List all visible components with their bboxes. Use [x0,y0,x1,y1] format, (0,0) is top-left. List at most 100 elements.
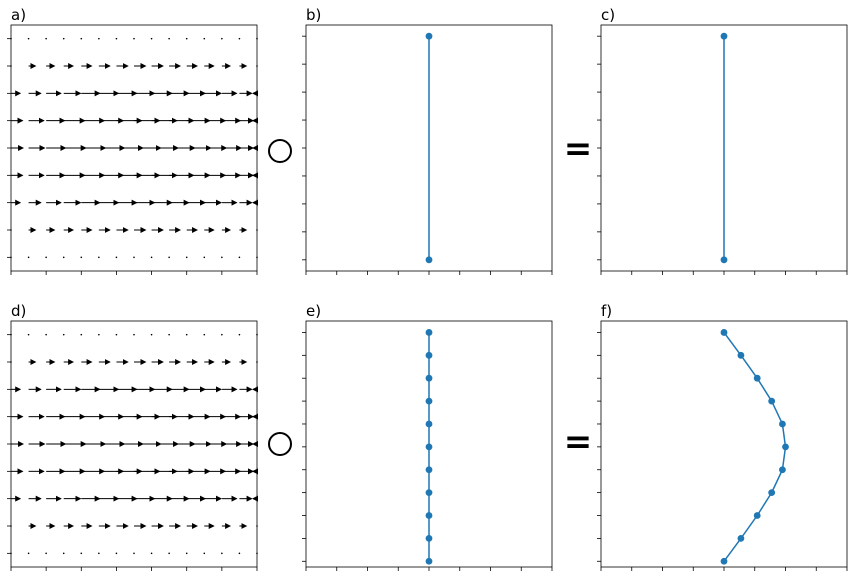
vector-dot-d-8-2 [45,333,47,336]
vector-dot-d-0-14 [256,552,258,555]
vector-dot-d-0-3 [62,552,65,555]
vector-dot-a-8-0 [10,37,12,40]
data-point-e-3 [425,489,433,497]
vector-dot-a-0-3 [62,256,65,259]
data-point-f-5 [782,443,789,451]
vector-dot-d-0-9 [168,552,170,555]
vector-dot-d-8-7 [133,333,135,336]
vector-dot-d-8-10 [185,333,188,336]
vector-dot-a-1-14 [256,229,258,231]
vector-dot-d-1-14 [256,525,258,527]
vector-dot-d-0-13 [238,552,241,555]
vector-dot-a-8-2 [45,37,47,40]
vector-dot-d-1-0 [10,525,12,527]
vector-dot-a-0-9 [168,256,170,259]
data-point-f-10 [720,329,728,336]
data-point-f-7 [768,397,776,405]
panel-label-d: d) [11,302,26,320]
vector-dot-d-0-12 [221,552,223,555]
data-point-e-2 [425,512,433,519]
data-point-f-3 [768,489,776,497]
vector-dot-a-0-7 [133,256,135,259]
vector-dot-a-0-6 [115,256,118,259]
data-point-b-1 [425,32,433,40]
series-line-f [723,331,787,562]
data-point-f-0 [720,557,728,565]
vector-dot-d-0-5 [98,552,100,555]
data-point-f-1 [737,534,745,542]
vector-dot-a-8-5 [98,37,100,40]
vector-dot-d-7-14 [256,361,258,363]
panel-label-e: e) [306,302,321,320]
vector-dot-a-8-4 [80,37,83,40]
vector-dot-a-0-4 [80,256,83,259]
panel-f [597,320,848,571]
data-point-c-0 [720,256,728,264]
vector-dot-d-8-14 [256,333,258,336]
data-point-f-8 [753,374,761,382]
data-point-e-10 [425,329,433,336]
vector-dot-a-8-10 [185,37,188,40]
data-point-e-1 [425,534,433,542]
vector-dot-d-0-6 [115,552,118,555]
axes-frame-f [600,320,848,568]
panel-a [7,24,258,275]
panel-c [597,24,848,275]
vector-dot-d-8-9 [168,333,170,336]
data-point-e-7 [425,397,433,405]
data-point-c-1 [720,32,728,40]
vector-dot-d-8-3 [62,333,65,336]
vector-dot-d-8-8 [150,333,153,336]
data-point-e-9 [425,351,433,359]
data-point-e-5 [425,443,433,451]
data-point-e-6 [425,420,433,428]
vector-dot-d-0-4 [80,552,83,555]
vector-dot-d-0-0 [10,552,12,555]
panel-e [302,320,553,571]
vector-dot-a-0-13 [238,256,241,259]
vector-dot-a-0-5 [98,256,100,259]
data-point-e-8 [425,374,433,382]
vector-dot-a-8-14 [256,37,258,40]
vector-dot-d-0-2 [45,552,47,555]
vector-dot-d-0-8 [150,552,153,555]
vector-dot-a-8-11 [203,37,206,40]
composition-operator-top [268,139,292,163]
vector-dot-a-8-9 [168,37,170,40]
vector-dot-a-0-1 [27,256,30,259]
data-point-f-4 [779,466,786,474]
vector-dot-d-8-4 [80,333,83,336]
vector-dot-a-0-10 [185,256,188,259]
vector-dot-a-0-14 [256,256,258,259]
vector-dot-a-0-11 [203,256,206,259]
data-point-f-9 [737,351,745,359]
vector-dot-d-8-11 [203,333,206,336]
data-point-f-2 [753,512,761,519]
equals-sign-top: = [564,129,593,169]
vector-dot-a-8-6 [115,37,118,40]
vector-dot-a-0-8 [150,256,153,259]
vector-dot-a-7-0 [10,65,12,67]
vector-dot-a-1-0 [10,229,12,231]
panel-label-b: b) [306,6,321,24]
data-point-f-6 [779,420,786,428]
vector-dot-a-8-3 [62,37,65,40]
vector-dot-d-8-0 [10,333,12,336]
vector-dot-a-7-14 [256,65,258,67]
composition-operator-bottom [268,432,292,456]
vector-dot-a-8-7 [133,37,135,40]
vector-dot-d-0-7 [133,552,135,555]
vector-dot-a-8-1 [27,37,30,40]
data-point-e-0 [425,557,433,565]
vector-dot-a-8-8 [150,37,153,40]
vector-dot-a-0-12 [221,256,223,259]
vector-dot-a-8-12 [221,37,223,40]
vector-dot-a-8-13 [238,37,241,40]
vector-dot-d-8-1 [27,333,30,336]
panel-b [302,24,553,275]
panel-label-a: a) [11,6,26,24]
data-point-b-0 [425,256,433,264]
vector-dot-d-0-10 [185,552,188,555]
vector-dot-d-0-11 [203,552,206,555]
